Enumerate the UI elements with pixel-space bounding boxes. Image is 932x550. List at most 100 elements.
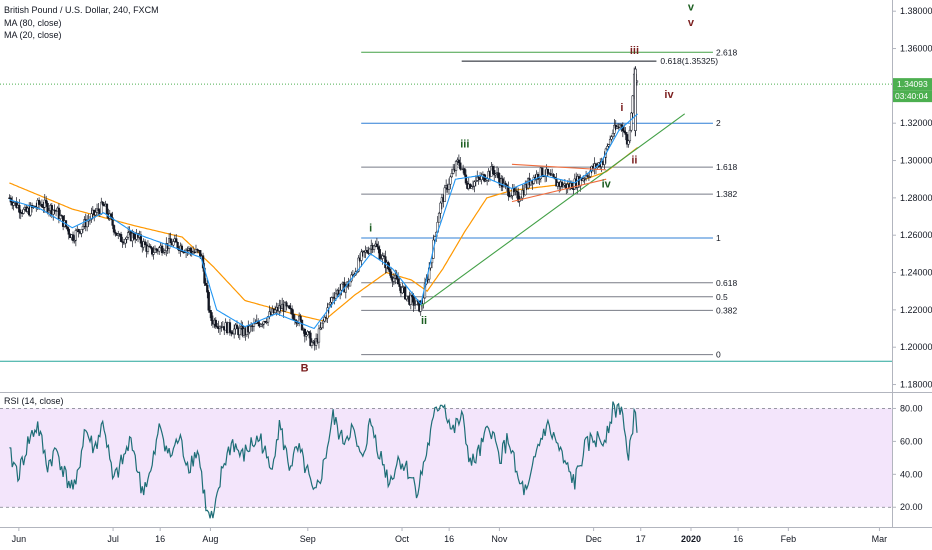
candle-body [401, 286, 404, 294]
candle-body [515, 190, 518, 193]
candle-body [74, 230, 78, 241]
candle-body [469, 183, 472, 189]
candle-body [477, 176, 480, 179]
candle-body [447, 183, 451, 190]
candle-body [77, 229, 80, 233]
candle-body [124, 239, 127, 244]
candle-body [497, 172, 500, 179]
candle-body [631, 95, 634, 114]
candle-body [541, 167, 544, 177]
candle-body [186, 249, 189, 252]
candle-body [45, 199, 48, 204]
candle-body [459, 162, 462, 170]
candle-body [415, 300, 418, 305]
candle-body [613, 124, 616, 134]
trend-line[interactable] [511, 163, 607, 171]
candle-body [235, 324, 239, 329]
candle-body [112, 225, 116, 233]
candle-body [396, 278, 400, 285]
candle-body [152, 252, 155, 255]
candle-body [216, 326, 219, 328]
candle-body [501, 178, 504, 188]
candle-body [463, 168, 466, 176]
candle-body [546, 168, 550, 174]
rsi-tick-label: 20.00 [900, 502, 923, 512]
candle-body [114, 231, 117, 234]
countdown-text: 03:40:04 [895, 91, 928, 101]
wave-label: v [688, 1, 695, 13]
candle-body [583, 178, 586, 180]
candle-body [586, 175, 589, 177]
candle-body [494, 173, 497, 176]
candle-body [273, 309, 277, 313]
candle-body [71, 234, 75, 241]
candle-body [490, 166, 493, 177]
candles[interactable] [8, 66, 639, 351]
candle-body [476, 176, 479, 181]
ma-slow-legend[interactable]: MA (80, close) [4, 18, 62, 28]
price-tick-label: 1.38000 [900, 6, 932, 16]
candle-body [439, 202, 442, 214]
trend-line[interactable] [511, 178, 607, 203]
candle-body [395, 274, 398, 279]
candle-body [405, 295, 408, 300]
candle-body [12, 202, 15, 206]
candle-body [132, 233, 135, 239]
ma-fast-line[interactable] [9, 113, 638, 330]
rsi-tick-label: 40.00 [900, 469, 923, 479]
fib-level-label: 1.382 [716, 189, 738, 199]
candle-body [149, 246, 152, 248]
rsi-line[interactable] [9, 401, 638, 519]
candle-body [357, 257, 360, 272]
candle-body [151, 247, 154, 255]
candle-body [560, 181, 564, 188]
candle-body [517, 191, 520, 202]
candle-body [228, 322, 232, 332]
time-tick-label: 16 [444, 534, 454, 544]
trend-line[interactable] [420, 113, 686, 307]
candle-body [101, 201, 104, 205]
price-tick-label: 1.32000 [900, 118, 932, 128]
candle-body [584, 175, 588, 179]
price-tick-label: 1.26000 [900, 230, 932, 240]
time-tick-label: Nov [491, 534, 508, 544]
rsi-pane[interactable] [0, 401, 892, 519]
symbol-legend[interactable]: British Pound / U.S. Dollar, 240, FXCM [4, 5, 159, 15]
candle-body [175, 238, 178, 243]
candle-body [449, 176, 452, 185]
candle-body [329, 302, 332, 305]
time-tick-label: Mar [872, 534, 888, 544]
wave-label: iii [460, 138, 469, 150]
candle-body [627, 140, 630, 145]
candle-body [288, 305, 291, 309]
candle-body [504, 182, 507, 186]
candle-body [480, 175, 483, 181]
candle-body [623, 130, 626, 133]
fib-level-label: 1 [716, 233, 721, 243]
candle-body [262, 321, 265, 325]
candle-body [230, 331, 233, 334]
candle-body [309, 332, 312, 346]
candle-body [360, 251, 363, 261]
candle-body [155, 248, 158, 251]
candle-body [303, 329, 306, 337]
rsi-legend[interactable]: RSI (14, close) [4, 396, 64, 406]
candle-body [66, 226, 69, 230]
candle-body [73, 239, 76, 242]
ma-fast-legend[interactable]: MA (20, close) [4, 30, 62, 40]
candle-body [238, 327, 241, 336]
candle-body [199, 250, 202, 257]
candle-body [248, 325, 251, 333]
candle-body [493, 170, 496, 176]
candle-body [471, 185, 475, 188]
candle-body [452, 168, 455, 174]
candle-body [158, 247, 161, 252]
fib-level-label: 0 [716, 350, 721, 360]
candle-body [607, 144, 610, 147]
candle-body [624, 131, 627, 135]
candle-body [611, 133, 615, 137]
candle-body [552, 174, 555, 178]
